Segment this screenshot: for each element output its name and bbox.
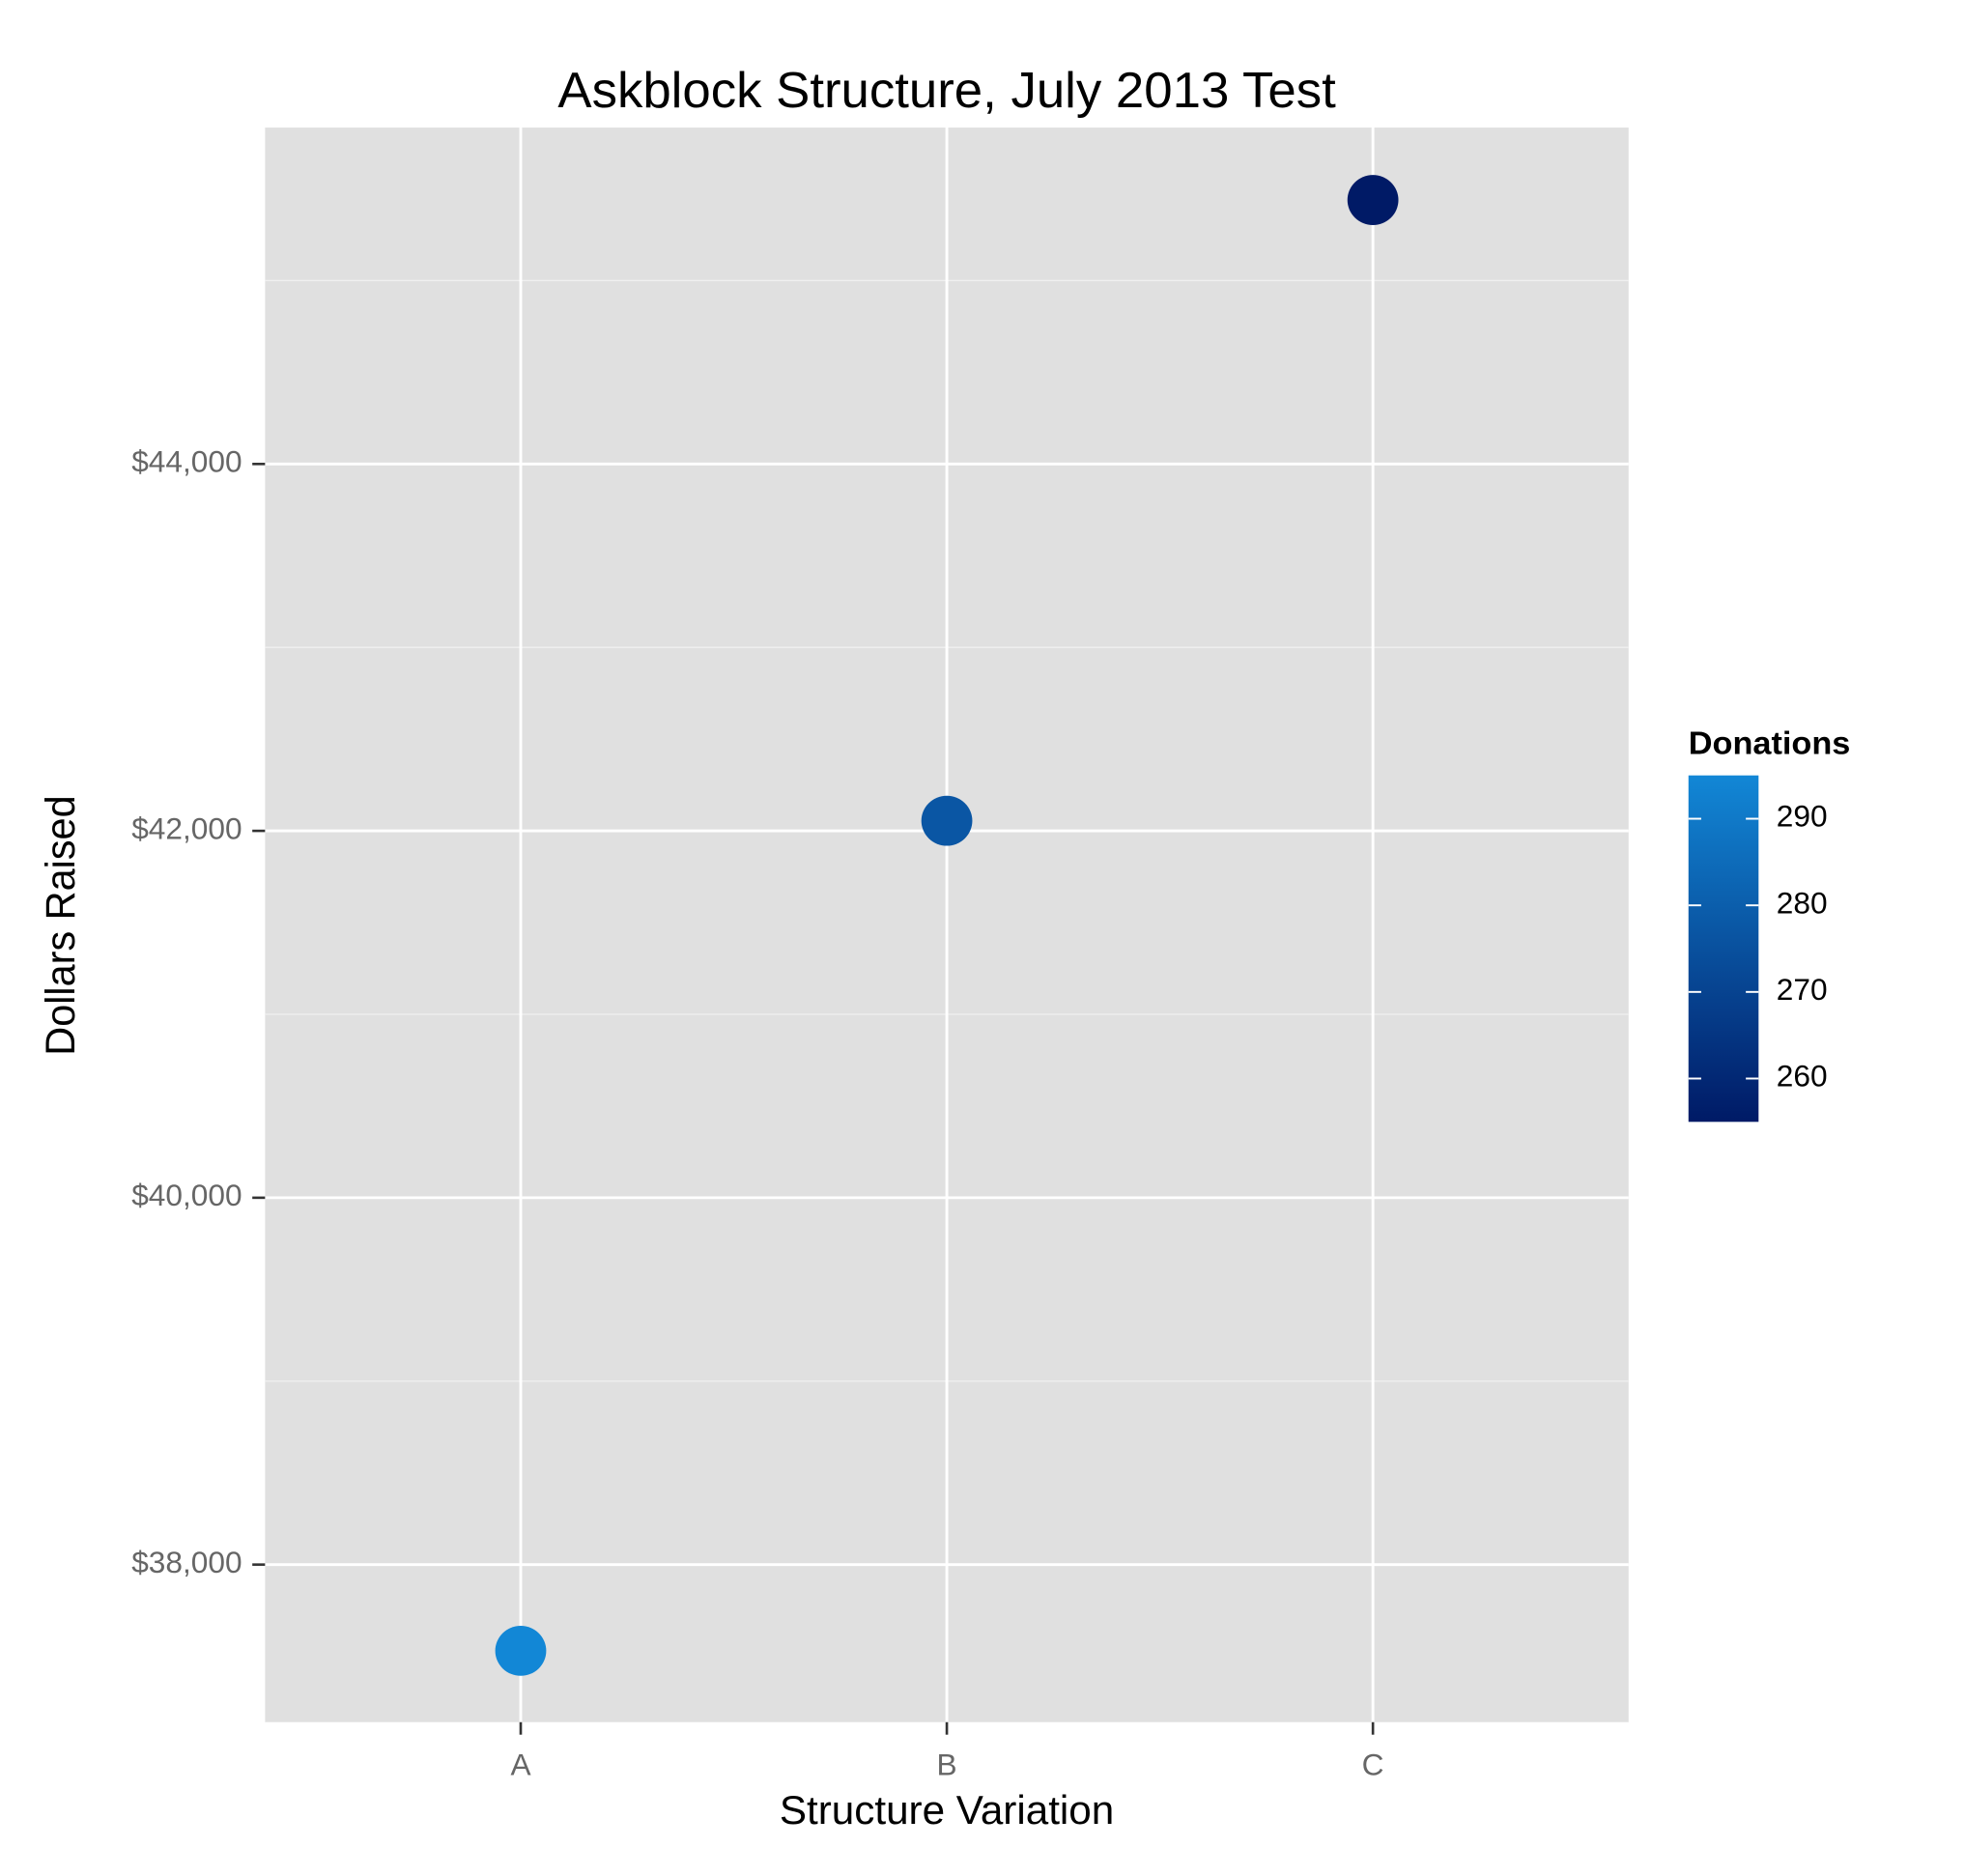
- legend-label: 260: [1777, 1060, 1828, 1094]
- point: [921, 795, 973, 846]
- point: [1347, 175, 1399, 225]
- legend-label: 280: [1777, 887, 1828, 921]
- chart-title: Askblock Structure, July 2013 Test: [557, 63, 1336, 118]
- x-tick-label: B: [937, 1748, 957, 1782]
- x-tick-label: A: [510, 1748, 530, 1782]
- legend-label: 290: [1777, 800, 1828, 834]
- colorbar: [1688, 775, 1759, 1123]
- y-tick-label: $42,000: [131, 812, 242, 846]
- y-tick-label: $44,000: [131, 445, 242, 479]
- y-tick-label: $40,000: [131, 1179, 242, 1212]
- x-axis-title: Structure Variation: [780, 1788, 1114, 1833]
- y-tick-label: $38,000: [131, 1546, 242, 1579]
- point: [495, 1625, 547, 1676]
- legend-title: Donations: [1689, 725, 1851, 762]
- x-tick-label: C: [1362, 1748, 1384, 1782]
- legend-label: 270: [1777, 973, 1828, 1007]
- grid: [265, 128, 1629, 1722]
- y-axis-title: Dollars Raised: [38, 795, 83, 1055]
